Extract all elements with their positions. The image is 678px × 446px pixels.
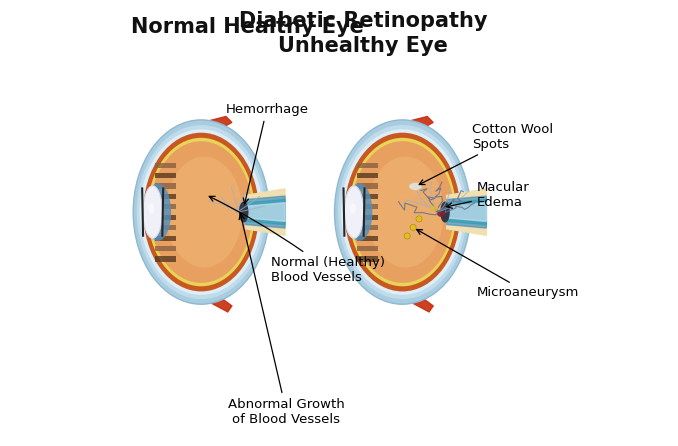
Circle shape — [416, 216, 422, 222]
Bar — [155, 162, 176, 168]
Bar — [357, 162, 378, 168]
Ellipse shape — [148, 203, 155, 214]
Ellipse shape — [150, 141, 252, 283]
Polygon shape — [447, 189, 486, 235]
Polygon shape — [169, 272, 232, 312]
Ellipse shape — [430, 206, 438, 211]
Bar — [357, 173, 378, 178]
Ellipse shape — [165, 157, 243, 268]
Ellipse shape — [350, 203, 355, 214]
Text: Microaneurysm: Microaneurysm — [417, 230, 579, 299]
Circle shape — [404, 233, 410, 239]
Polygon shape — [245, 203, 285, 221]
Bar — [357, 225, 378, 230]
Ellipse shape — [140, 129, 262, 295]
Bar — [155, 204, 176, 210]
Polygon shape — [245, 196, 285, 228]
Bar — [155, 215, 176, 220]
Ellipse shape — [143, 186, 162, 238]
Ellipse shape — [338, 125, 467, 299]
Ellipse shape — [334, 120, 471, 304]
Bar — [357, 204, 378, 210]
Polygon shape — [370, 272, 433, 312]
Text: Macular
Edema: Macular Edema — [447, 181, 530, 209]
Polygon shape — [447, 199, 486, 225]
Text: Abnormal Growth
of Blood Vessels: Abnormal Growth of Blood Vessels — [228, 214, 345, 426]
Ellipse shape — [344, 186, 363, 238]
Bar — [155, 225, 176, 230]
Ellipse shape — [344, 133, 460, 291]
Text: Diabetic Retinopathy
Unhealthy Eye: Diabetic Retinopathy Unhealthy Eye — [239, 11, 487, 56]
Ellipse shape — [440, 202, 450, 223]
Bar — [155, 235, 176, 241]
Polygon shape — [245, 199, 285, 225]
Bar — [357, 183, 378, 189]
Bar — [155, 246, 176, 251]
Bar — [357, 256, 378, 262]
Bar — [357, 215, 378, 220]
Ellipse shape — [137, 125, 266, 299]
Bar — [357, 235, 378, 241]
Bar — [155, 194, 176, 199]
Text: Cotton Wool
Spots: Cotton Wool Spots — [419, 123, 554, 185]
Polygon shape — [447, 196, 486, 228]
Ellipse shape — [133, 120, 269, 304]
Ellipse shape — [367, 157, 444, 268]
Text: Hemorrhage: Hemorrhage — [225, 103, 308, 204]
Bar — [155, 183, 176, 189]
Ellipse shape — [143, 133, 259, 291]
Polygon shape — [169, 116, 232, 154]
Ellipse shape — [145, 183, 171, 241]
Ellipse shape — [341, 129, 464, 295]
Ellipse shape — [409, 182, 422, 190]
Circle shape — [410, 224, 416, 231]
Text: Normal Healthy Eye: Normal Healthy Eye — [131, 17, 364, 37]
Ellipse shape — [351, 141, 454, 283]
Bar — [155, 256, 176, 262]
Bar — [155, 173, 176, 178]
Ellipse shape — [239, 202, 249, 223]
Ellipse shape — [348, 138, 456, 286]
Ellipse shape — [437, 211, 446, 217]
Bar — [357, 246, 378, 251]
Polygon shape — [370, 116, 433, 154]
Ellipse shape — [147, 138, 255, 286]
Text: Normal (Healthy)
Blood Vessels: Normal (Healthy) Blood Vessels — [210, 196, 385, 284]
Ellipse shape — [346, 183, 372, 241]
Polygon shape — [245, 189, 285, 235]
Bar — [357, 194, 378, 199]
Polygon shape — [447, 203, 486, 221]
